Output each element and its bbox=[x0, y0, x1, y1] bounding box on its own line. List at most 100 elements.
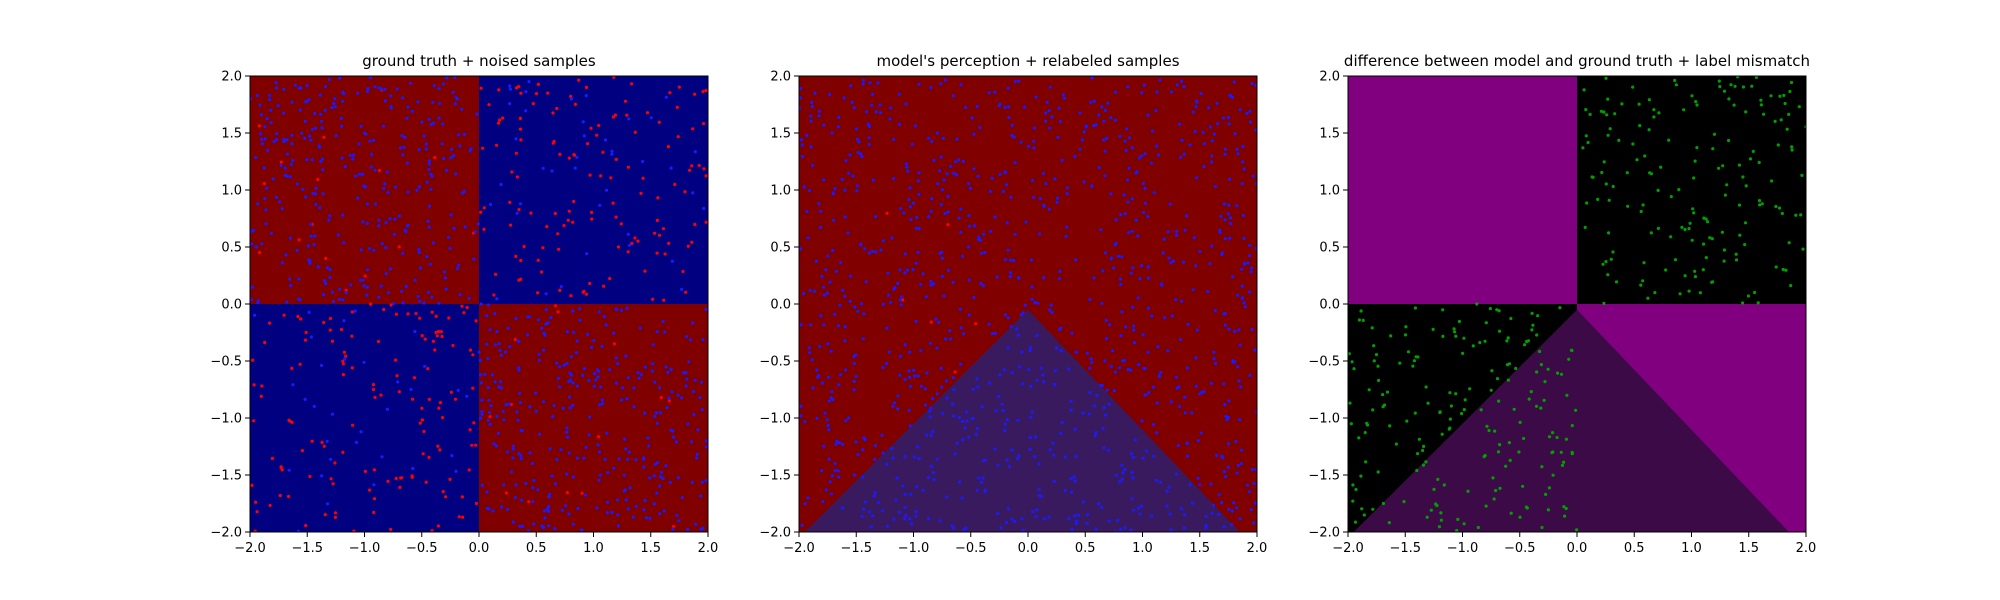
sample-point bbox=[941, 136, 945, 140]
sample-point bbox=[897, 92, 901, 96]
sample-point bbox=[1540, 525, 1544, 530]
x-tick-label: −0.5 bbox=[1504, 541, 1536, 556]
sample-point bbox=[351, 157, 355, 161]
sample-point bbox=[1539, 363, 1543, 367]
sample-point bbox=[442, 270, 446, 274]
sample-point bbox=[1223, 237, 1227, 241]
sample-point bbox=[907, 369, 911, 373]
sample-point bbox=[866, 122, 870, 126]
sample-point bbox=[1349, 422, 1353, 426]
sample-point bbox=[511, 444, 515, 448]
sample-point bbox=[1801, 247, 1805, 251]
sample-point bbox=[989, 229, 993, 233]
sample-point bbox=[908, 424, 912, 428]
sample-point bbox=[1492, 497, 1496, 501]
sample-point bbox=[1415, 468, 1419, 473]
sample-point bbox=[1559, 372, 1564, 376]
sample-point bbox=[1070, 331, 1074, 335]
x-tick-label: −2.0 bbox=[234, 541, 266, 556]
sample-point bbox=[1223, 218, 1227, 222]
sample-point bbox=[704, 220, 708, 224]
sample-point bbox=[691, 127, 695, 131]
sample-point bbox=[873, 444, 878, 448]
sample-point bbox=[661, 319, 665, 324]
sample-point bbox=[603, 138, 608, 142]
sample-point bbox=[836, 324, 841, 328]
sample-point bbox=[610, 510, 614, 515]
sample-point bbox=[975, 426, 979, 430]
sample-point bbox=[917, 192, 921, 197]
sample-point bbox=[704, 174, 708, 178]
sample-point bbox=[494, 143, 499, 147]
sample-point bbox=[690, 480, 695, 485]
sample-point bbox=[690, 240, 694, 244]
sample-point bbox=[619, 308, 624, 312]
y-tick-label: 1.0 bbox=[221, 184, 242, 199]
sample-point bbox=[1178, 122, 1182, 126]
sample-point bbox=[1146, 350, 1150, 354]
sample-point bbox=[690, 164, 694, 168]
sample-point bbox=[1013, 232, 1017, 236]
y-tick-label: 0.0 bbox=[221, 298, 242, 313]
sample-point bbox=[458, 293, 462, 297]
sample-point bbox=[1099, 228, 1103, 232]
sample-point bbox=[486, 418, 490, 422]
sample-point bbox=[312, 243, 316, 247]
sample-point bbox=[1179, 507, 1184, 511]
sample-point bbox=[1154, 109, 1158, 113]
sample-point bbox=[1647, 128, 1651, 132]
sample-point bbox=[1097, 502, 1101, 506]
sample-point bbox=[1105, 136, 1109, 140]
sample-point bbox=[643, 411, 647, 415]
sample-point bbox=[1004, 170, 1008, 175]
sample-point bbox=[524, 90, 528, 94]
sample-point bbox=[357, 142, 361, 146]
sample-point bbox=[1402, 500, 1406, 504]
panel-2-title: model's perception + relabeled samples bbox=[876, 52, 1179, 70]
sample-point bbox=[1417, 437, 1421, 441]
sample-point bbox=[1125, 127, 1129, 131]
sample-point bbox=[413, 329, 417, 334]
sample-point bbox=[1006, 346, 1010, 350]
y-tick-label: 1.0 bbox=[770, 184, 791, 199]
sample-point bbox=[832, 218, 836, 222]
sample-point bbox=[515, 211, 519, 215]
sample-point bbox=[914, 514, 918, 518]
sample-point bbox=[1081, 411, 1085, 415]
sample-point bbox=[309, 234, 313, 238]
sample-point bbox=[808, 288, 812, 292]
sample-point bbox=[1106, 448, 1110, 452]
sample-point bbox=[1240, 284, 1244, 288]
sample-point bbox=[568, 378, 573, 382]
sample-point bbox=[988, 189, 992, 194]
sample-point bbox=[423, 364, 427, 368]
sample-point bbox=[634, 504, 638, 508]
sample-point bbox=[684, 371, 688, 375]
sample-point bbox=[1118, 366, 1122, 370]
sample-point bbox=[864, 110, 869, 114]
sample-point bbox=[1555, 435, 1559, 440]
region-triangle bbox=[804, 309, 1240, 532]
sample-point bbox=[534, 391, 538, 395]
sample-point bbox=[1424, 460, 1428, 464]
sample-point bbox=[418, 421, 422, 425]
sample-point bbox=[341, 359, 345, 363]
sample-point bbox=[373, 168, 377, 172]
sample-point bbox=[666, 370, 670, 375]
sample-point bbox=[1064, 234, 1068, 239]
sample-point bbox=[478, 358, 482, 362]
sample-point bbox=[952, 414, 956, 418]
sample-point bbox=[645, 111, 650, 115]
sample-point bbox=[575, 155, 579, 159]
sample-point bbox=[508, 102, 512, 106]
sample-point bbox=[614, 157, 618, 161]
sample-point bbox=[902, 517, 907, 521]
sample-point bbox=[555, 106, 559, 111]
sample-point bbox=[622, 473, 626, 477]
sample-point bbox=[453, 397, 458, 401]
sample-point bbox=[325, 266, 329, 270]
sample-point bbox=[668, 481, 673, 485]
sample-point bbox=[1116, 518, 1120, 523]
sample-point bbox=[1241, 296, 1245, 300]
sample-point bbox=[807, 346, 811, 350]
